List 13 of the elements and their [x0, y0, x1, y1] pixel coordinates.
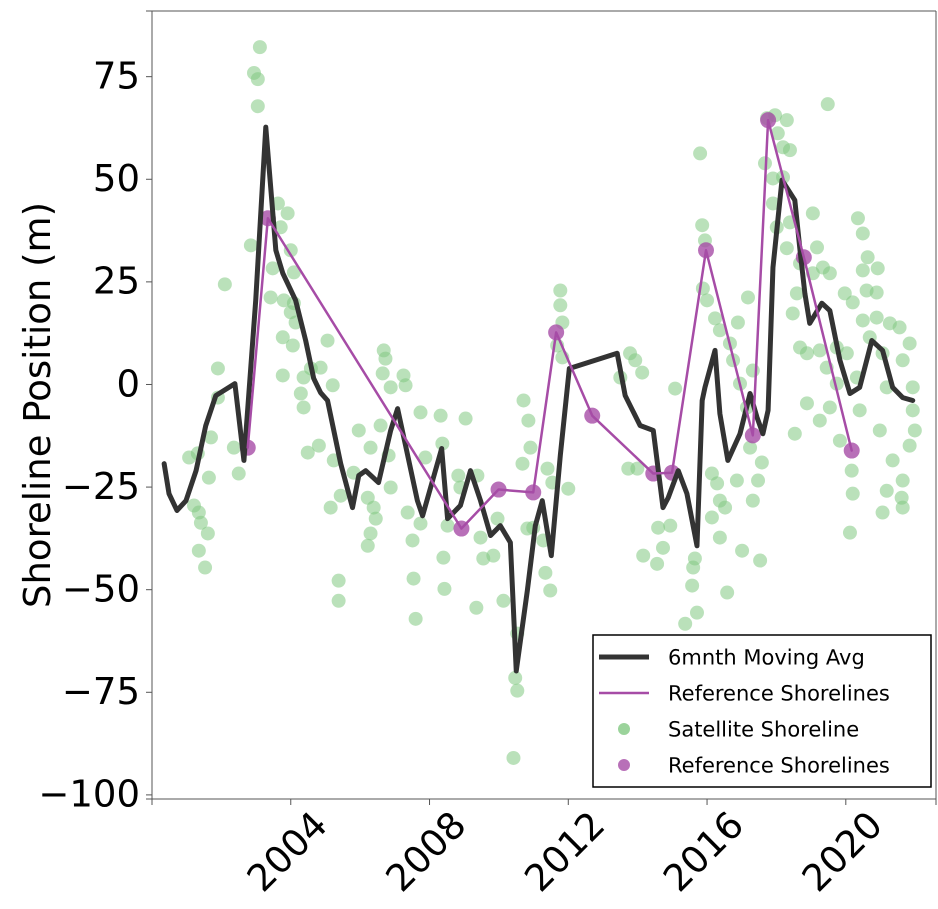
y-tick-label: −50: [62, 568, 140, 611]
y-tick-label: −75: [62, 670, 140, 714]
legend-label: 6mnth Moving Avg: [668, 645, 865, 670]
y-tick-label: 0: [116, 362, 140, 406]
y-tick-label: 50: [92, 157, 140, 200]
y-tick-label: −25: [62, 464, 140, 508]
legend-label: Reference Shorelines: [668, 681, 890, 706]
y-tick-label: 25: [92, 260, 140, 303]
legend-label: Reference Shorelines: [668, 753, 890, 778]
legend-label: Satellite Shoreline: [668, 717, 860, 742]
y-axis-title: Shoreline Position (m): [16, 202, 59, 608]
y-tick-label: −100: [38, 772, 140, 816]
y-tick-label: 75: [92, 54, 140, 98]
